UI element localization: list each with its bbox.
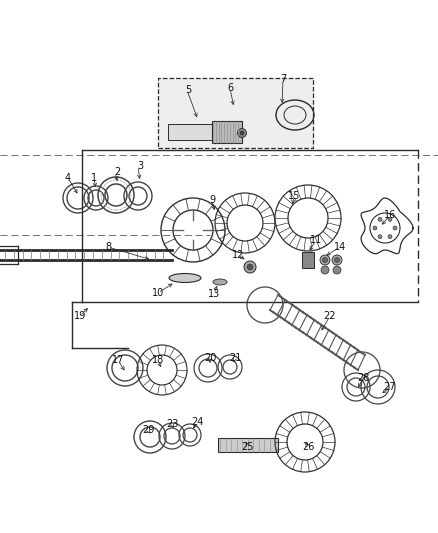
Text: 23: 23 [166,419,178,429]
Text: 6: 6 [227,83,233,93]
Text: 24: 24 [191,417,203,427]
Text: 12: 12 [232,250,244,260]
Circle shape [240,131,244,135]
Circle shape [237,128,247,138]
Bar [212,121,242,143]
Ellipse shape [213,279,227,285]
Text: 8: 8 [105,242,111,252]
Text: 26: 26 [302,442,314,452]
Text: 29: 29 [142,425,154,435]
Text: 17: 17 [112,355,124,365]
Circle shape [333,266,341,274]
Circle shape [388,217,392,221]
Text: 20: 20 [204,353,216,363]
Bar [158,78,313,148]
Circle shape [393,226,397,230]
Circle shape [322,257,328,262]
Text: 16: 16 [384,210,396,220]
Text: 10: 10 [152,288,164,298]
Text: 9: 9 [209,195,215,205]
Circle shape [378,217,382,221]
Text: 27: 27 [384,382,396,392]
Text: 18: 18 [152,355,164,365]
Text: 21: 21 [229,353,241,363]
Text: 4: 4 [65,173,71,183]
Circle shape [244,261,256,273]
Text: 1: 1 [91,173,97,183]
Text: 22: 22 [324,311,336,321]
Circle shape [373,226,377,230]
Circle shape [247,264,253,270]
Bar [168,124,240,140]
Circle shape [378,235,382,239]
Circle shape [321,266,329,274]
Bar [218,438,278,452]
Circle shape [320,255,330,265]
Text: 11: 11 [310,235,322,245]
Text: 3: 3 [137,161,143,171]
Text: 25: 25 [242,442,254,452]
Text: 15: 15 [288,191,300,201]
Bar [302,252,314,268]
Text: 19: 19 [74,311,86,321]
Text: 2: 2 [114,167,120,177]
Ellipse shape [169,273,201,282]
Text: 5: 5 [185,85,191,95]
Circle shape [388,235,392,239]
Text: 28: 28 [357,373,369,383]
Circle shape [332,255,342,265]
Circle shape [335,257,339,262]
Text: 7: 7 [280,74,286,84]
Text: 13: 13 [208,289,220,299]
Text: 14: 14 [334,242,346,252]
